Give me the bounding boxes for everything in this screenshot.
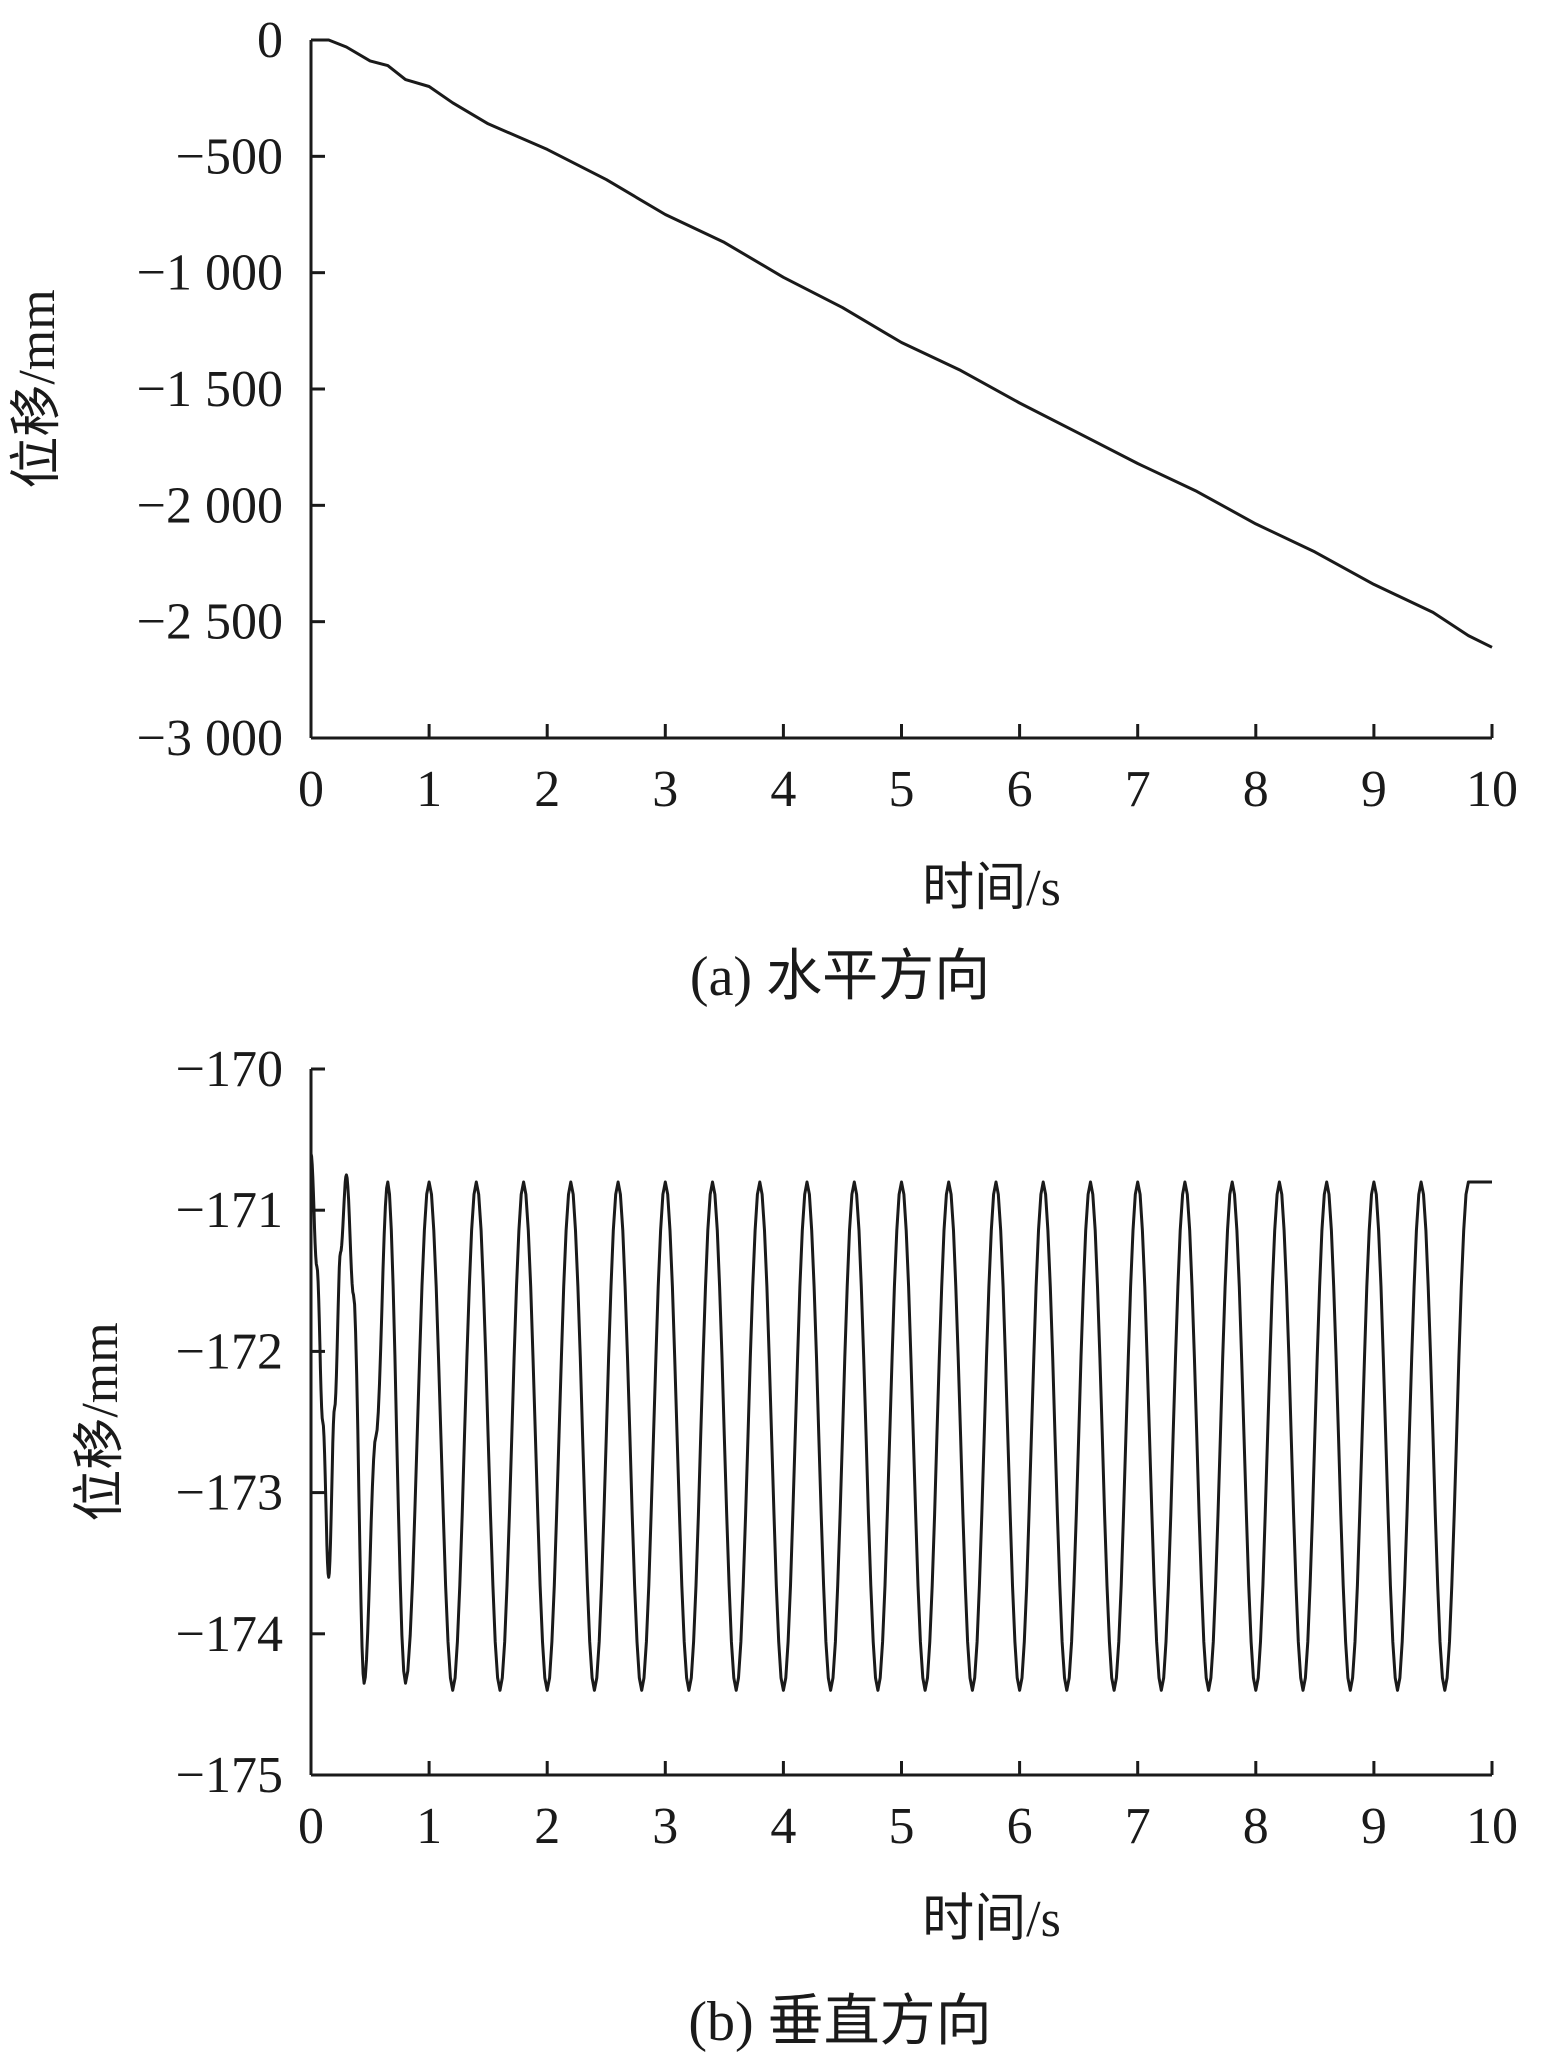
x-tick-label-a: 10 [1466, 761, 1518, 818]
y-tick-label-a: −3 000 [137, 710, 283, 767]
y-tick-label-b: −174 [176, 1606, 283, 1663]
x-tick-label-b: 0 [298, 1798, 324, 1855]
series-line-a [311, 38, 1493, 649]
y-tick-label-a: −2 500 [137, 594, 283, 651]
x-tick-label-b: 5 [889, 1798, 915, 1855]
x-tick-label-a: 4 [770, 761, 796, 818]
y-tick-label-b: −175 [176, 1747, 283, 1804]
x-tick-label-a: 0 [298, 761, 324, 818]
x-tick-label-a: 2 [534, 761, 560, 818]
x-tick-label-b: 1 [416, 1798, 442, 1855]
x-tick-label-b: 3 [652, 1798, 678, 1855]
x-axis-title-b: 时间/s [922, 1891, 1061, 1948]
chart-horizontal-displacement: (a) 水平方向 0 −500 −1 000 −1 500 −2 000 −2 500 −3… [9, 12, 1518, 1008]
x-tick-label-a: 6 [1007, 761, 1033, 818]
x-tick-label-b: 9 [1361, 1798, 1387, 1855]
y-tick-label-a: −1 500 [137, 361, 283, 418]
series-line-b [309, 1153, 1492, 1692]
x-tick-label-b: 4 [770, 1798, 796, 1855]
x-tick-label-b: 2 [534, 1798, 560, 1855]
y-tick-label-b: −172 [176, 1323, 283, 1380]
y-tick-label-a: 0 [257, 12, 283, 69]
y-tick-label-b: −171 [176, 1182, 283, 1239]
y-tick-label-a: −1 000 [137, 245, 283, 302]
x-tick-label-b: 6 [1007, 1798, 1033, 1855]
x-tick-label-b: 8 [1243, 1798, 1269, 1855]
caption-b: (b) 垂直方向 [688, 1991, 991, 2053]
y-tick-label-a: −2 000 [137, 477, 283, 534]
caption-a: (a) 水平方向 [690, 946, 990, 1008]
x-tick-label-b: 7 [1125, 1798, 1151, 1855]
y-tick-label-b: −170 [176, 1041, 283, 1098]
y-axis-title-b: 位移/mm [72, 1322, 129, 1521]
x-tick-label-a: 9 [1361, 761, 1387, 818]
x-tick-label-a: 8 [1243, 761, 1269, 818]
x-tick-label-a: 5 [889, 761, 915, 818]
x-tick-label-a: 3 [652, 761, 678, 818]
y-tick-label-b: −173 [176, 1465, 283, 1522]
x-axis-title-a: 时间/s [922, 860, 1061, 917]
x-tick-label-b: 10 [1466, 1798, 1518, 1855]
x-tick-label-a: 7 [1125, 761, 1151, 818]
x-tick-label-a: 1 [416, 761, 442, 818]
chart-vertical-displacement: (b) 垂直方向 −170 −171 −172 −173 −174 −175 0 1 2 3 4 5 6… [72, 1041, 1518, 2053]
y-axis-title-a: 位移/mm [9, 289, 66, 488]
y-tick-label-a: −500 [176, 128, 283, 185]
